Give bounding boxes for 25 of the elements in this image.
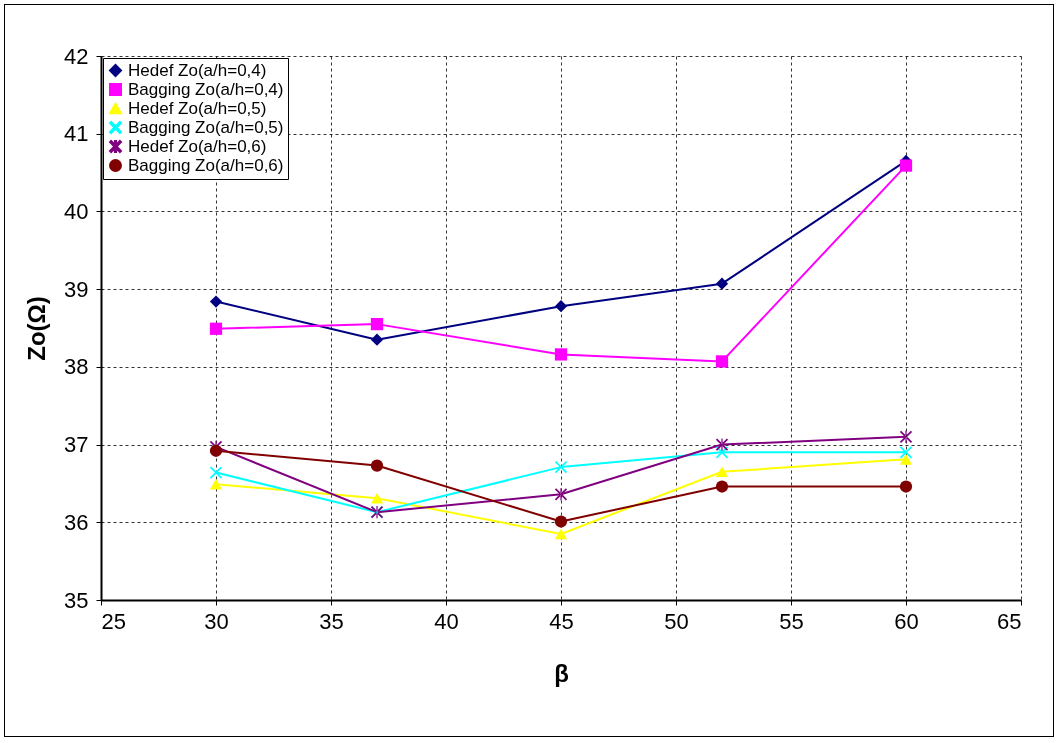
x-tick-label: 35	[319, 608, 344, 634]
y-tick-label: 40	[64, 198, 89, 224]
y-tick-label: 35	[64, 587, 89, 613]
x-tick-label: 45	[549, 608, 574, 634]
y-tick-label: 37	[64, 432, 89, 458]
legend-label: Bagging Zo(a/h=0,4)	[128, 79, 284, 99]
legend-label: Hedef Zo(a/h=0,4)	[128, 60, 267, 80]
y-tick-label: 41	[64, 121, 89, 147]
x-tick-label: 30	[204, 608, 229, 634]
x-tick-label: 25	[101, 608, 126, 634]
x-axis-title: β	[554, 659, 569, 687]
legend-label: Bagging Zo(a/h=0,5)	[128, 117, 284, 137]
y-tick-label: 42	[64, 43, 89, 69]
y-tick-label: 39	[64, 276, 89, 302]
x-tick-label: 50	[664, 608, 689, 634]
legend-label: Bagging Zo(a/h=0,6)	[128, 155, 284, 175]
x-tick-label: 55	[779, 608, 804, 634]
y-tick-label: 38	[64, 354, 89, 380]
legend-label: Hedef Zo(a/h=0,5)	[128, 98, 267, 118]
y-tick-label: 36	[64, 509, 89, 535]
x-tick-label: 60	[894, 608, 919, 634]
legend-label: Hedef Zo(a/h=0,6)	[128, 136, 267, 156]
x-tick-label: 65	[997, 608, 1022, 634]
x-tick-label: 40	[434, 608, 459, 634]
y-axis-title: Zo(Ω)	[23, 296, 51, 361]
